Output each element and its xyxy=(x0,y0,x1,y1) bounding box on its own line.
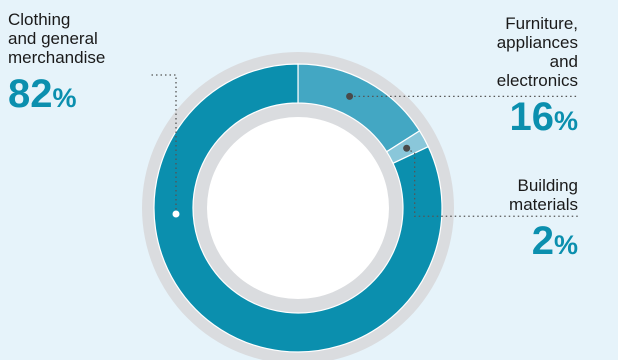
percent-furniture: 16% xyxy=(497,95,578,143)
percent-furniture-value: 16 xyxy=(509,95,554,139)
center-circle xyxy=(207,117,389,299)
label-clothing-line-3: merchandise xyxy=(8,48,106,67)
leader-dot-building xyxy=(403,144,411,152)
leader-dot-furniture xyxy=(346,92,354,100)
label-building: Building materials 2% xyxy=(509,176,578,267)
leader-line-clothing xyxy=(150,74,177,214)
label-clothing-line-2: and general xyxy=(8,29,98,48)
percent-building-unit: % xyxy=(553,230,578,260)
leader-dot-clothing xyxy=(172,210,180,218)
leader-line-building xyxy=(406,147,578,217)
percent-clothing-value: 82 xyxy=(8,72,53,116)
label-furniture-line-2: appliances xyxy=(496,33,578,52)
label-clothing: Clothing and general merchandise 82% xyxy=(8,10,105,120)
label-building-line-1: Building xyxy=(517,176,579,195)
percent-furniture-unit: % xyxy=(553,106,578,136)
percent-building-value: 2 xyxy=(531,219,554,263)
percent-building: 2% xyxy=(509,219,578,267)
label-furniture-line-3: and xyxy=(549,52,578,71)
label-furniture-line-4: electronics xyxy=(496,71,578,90)
slice-clothing xyxy=(153,63,443,353)
percent-clothing-unit: % xyxy=(52,83,77,113)
label-building-line-2: materials xyxy=(509,195,578,214)
label-clothing-line-1: Clothing xyxy=(8,10,71,29)
label-furniture: Furniture, appliances and electronics 16… xyxy=(497,14,578,143)
label-furniture-line-1: Furniture, xyxy=(505,14,578,33)
percent-clothing: 82% xyxy=(8,72,105,120)
